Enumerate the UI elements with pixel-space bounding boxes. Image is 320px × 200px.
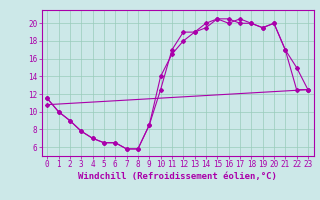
X-axis label: Windchill (Refroidissement éolien,°C): Windchill (Refroidissement éolien,°C) bbox=[78, 172, 277, 181]
